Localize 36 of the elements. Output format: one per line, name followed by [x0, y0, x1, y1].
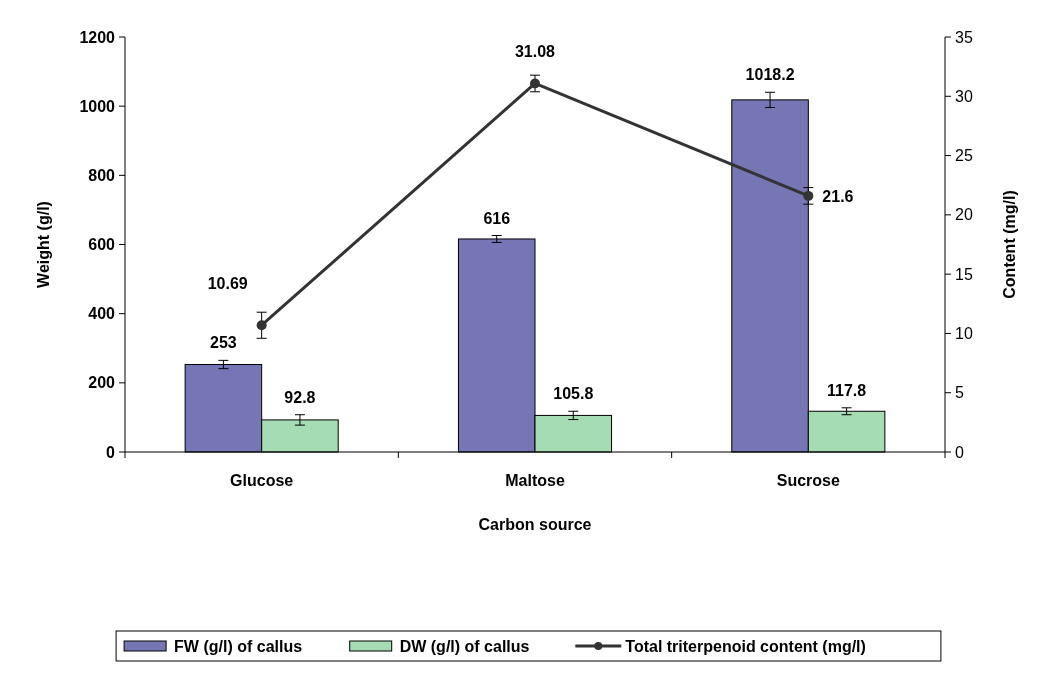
- y-axis-title: Weight (g/l): [35, 201, 52, 288]
- y-tick-label: 0: [106, 443, 116, 461]
- point: [256, 320, 267, 331]
- y2-tick-label: 35: [955, 28, 973, 46]
- point: [803, 190, 814, 201]
- legend-label: Total triterpenoid content (mg/l): [625, 637, 866, 655]
- y2-tick-label: 20: [955, 206, 973, 224]
- data-label: 21.6: [822, 187, 854, 205]
- data-label: 616: [483, 209, 511, 227]
- y-tick-label: 1000: [79, 97, 116, 115]
- data-label: 253: [210, 334, 237, 352]
- y-tick-label: 1200: [79, 28, 116, 46]
- y2-tick-label: 0: [955, 443, 964, 461]
- y-tick-label: 600: [88, 236, 116, 254]
- y2-tick-label: 25: [955, 147, 973, 165]
- legend-label: FW (g/l) of callus: [174, 637, 303, 655]
- data-label: 31.08: [514, 43, 556, 61]
- data-label: 117.8: [827, 381, 867, 399]
- point: [530, 78, 540, 89]
- y2-tick-label: 10: [955, 325, 973, 343]
- y2-tick-label: 5: [955, 384, 964, 402]
- y2-axis-title: Content (mg/l): [1001, 190, 1018, 299]
- x-tick-label: Glucose: [230, 472, 294, 489]
- legend-label: DW (g/l) of callus: [399, 637, 530, 655]
- x-tick-label: Sucrose: [776, 472, 841, 489]
- x-axis-title: Carbon source: [478, 516, 592, 533]
- y2-tick-label: 30: [955, 87, 973, 105]
- data-label: 10.69: [207, 275, 248, 293]
- y-tick-label: 800: [88, 166, 116, 184]
- y2-tick-label: 15: [955, 265, 973, 283]
- data-label: 1018.2: [745, 66, 795, 84]
- data-label: 105.8: [553, 385, 594, 403]
- y-tick-label: 200: [88, 374, 116, 392]
- y-tick-label: 400: [88, 305, 116, 323]
- x-tick-label: Maltose: [505, 472, 565, 489]
- data-label: 92.8: [284, 388, 316, 406]
